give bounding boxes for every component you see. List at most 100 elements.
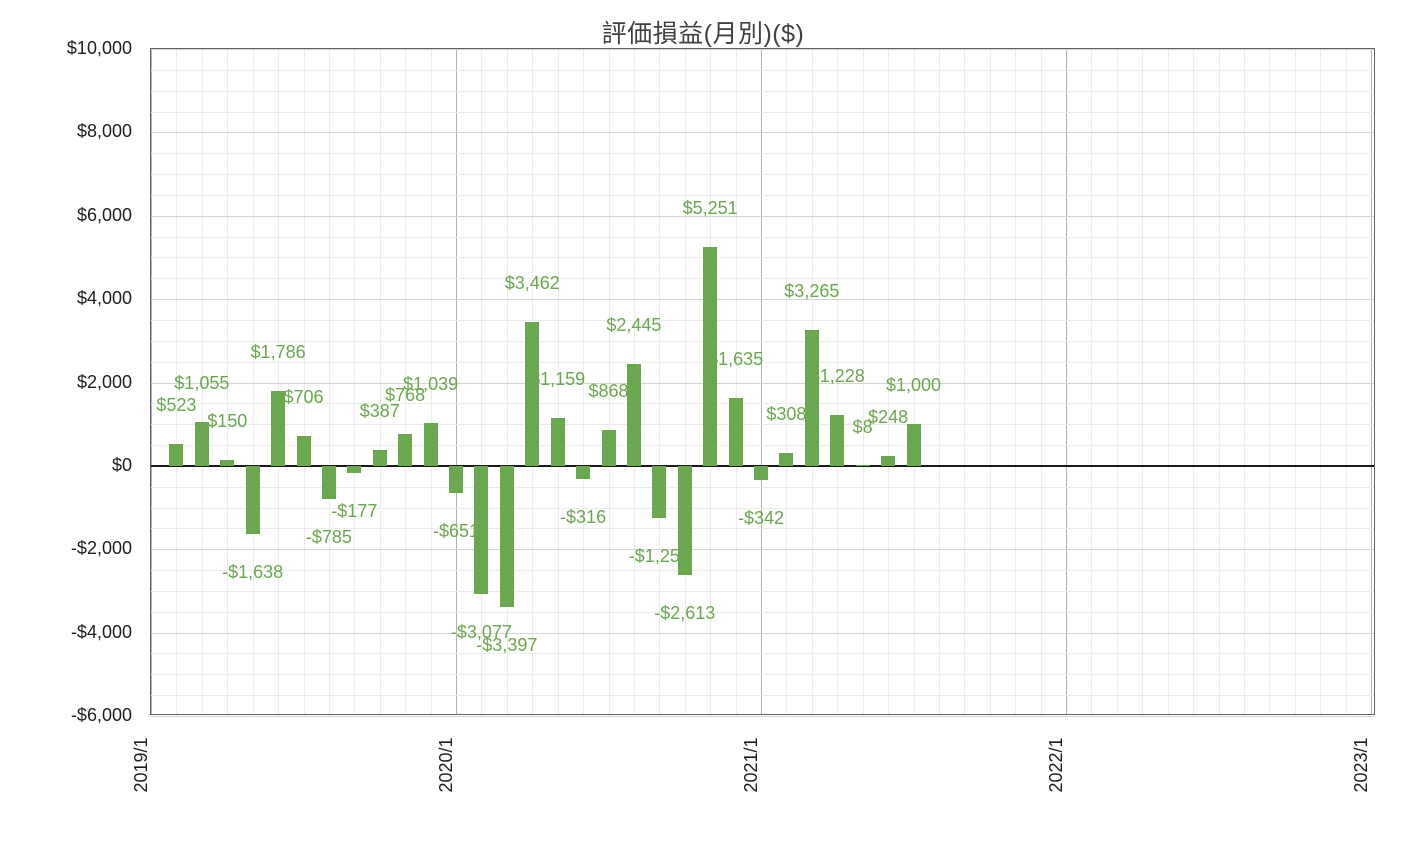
bar <box>449 465 463 493</box>
y-tick-label: $6,000 <box>76 204 132 225</box>
bar <box>576 465 591 480</box>
bar-value-label: $3,462 <box>504 272 560 293</box>
gridline-vertical <box>176 49 178 714</box>
gridline-vertical <box>430 49 432 714</box>
gridline-vertical <box>583 49 585 714</box>
bar <box>169 444 184 466</box>
x-tick-label: 2021/1 <box>741 737 761 793</box>
bar-value-label: $1,635 <box>708 348 764 369</box>
bar <box>423 422 438 466</box>
gridline-horizontal <box>151 632 1374 634</box>
gridline-vertical <box>659 49 661 714</box>
bar-value-label: $2,445 <box>606 314 662 335</box>
bar-value-label: -$177 <box>331 501 378 522</box>
bar-value-label: -$342 <box>737 508 785 529</box>
gridline-horizontal <box>151 174 1374 176</box>
bar <box>271 391 286 466</box>
gridline-vertical <box>786 49 788 714</box>
gridline-vertical <box>278 49 280 714</box>
gridline-vertical <box>1269 49 1271 714</box>
bar-value-label: -$3,397 <box>476 635 538 656</box>
gridline-horizontal <box>151 590 1374 592</box>
bar <box>779 453 794 466</box>
gridline-horizontal <box>151 69 1374 71</box>
bar <box>499 465 514 608</box>
gridline-vertical <box>506 49 508 714</box>
gridline-horizontal <box>151 403 1374 405</box>
gridline-vertical <box>1040 49 1042 714</box>
gridline-vertical <box>201 49 203 714</box>
gridline-vertical <box>456 49 457 714</box>
bar-value-label: $1,000 <box>885 375 942 396</box>
bar <box>881 455 896 466</box>
gridline-horizontal <box>151 445 1374 447</box>
chart-title: 評価損益(月別)($) <box>601 20 805 48</box>
x-tick-label: 2023/1 <box>1351 737 1371 793</box>
gridline-vertical <box>1294 49 1296 714</box>
gridline-vertical <box>1218 49 1220 714</box>
gridline-vertical <box>227 49 229 714</box>
y-tick-label: $2,000 <box>76 371 132 392</box>
bar <box>728 397 743 466</box>
bar <box>525 321 540 466</box>
gridline-vertical <box>837 49 839 714</box>
gridline-horizontal <box>151 194 1374 196</box>
gridline-horizontal <box>151 611 1374 613</box>
bar <box>906 424 921 466</box>
bar-value-label: $387 <box>359 400 400 421</box>
gridline-horizontal <box>151 340 1374 342</box>
y-tick-label: $0 <box>111 454 132 475</box>
gridline-horizontal <box>151 257 1374 259</box>
bar <box>601 429 616 466</box>
bar <box>194 421 209 466</box>
y-tick-label: -$4,000 <box>70 621 132 642</box>
bar-value-label: $1,159 <box>530 368 586 389</box>
gridline-vertical <box>1193 49 1195 714</box>
bar-value-label: $706 <box>283 387 324 408</box>
gridline-vertical <box>151 49 152 714</box>
gridline-vertical <box>1091 49 1093 714</box>
bar <box>626 363 641 466</box>
gridline-vertical <box>1320 49 1322 714</box>
bar <box>296 436 311 466</box>
gridline-vertical <box>557 49 559 714</box>
gridline-vertical <box>1116 49 1118 714</box>
gridline-horizontal <box>151 90 1374 92</box>
gridline-horizontal <box>151 299 1374 301</box>
bar-value-label: $248 <box>868 406 909 427</box>
bar <box>677 465 692 575</box>
gridline-horizontal <box>151 549 1374 551</box>
gridline-vertical <box>252 49 254 714</box>
gridline-vertical <box>989 49 991 714</box>
gridline-vertical <box>354 49 356 714</box>
bar <box>550 417 565 466</box>
bar <box>321 465 336 499</box>
bar <box>372 449 387 466</box>
bar-value-label: $1,228 <box>809 365 865 386</box>
bar <box>652 465 667 519</box>
gridline-vertical <box>735 49 737 714</box>
bar <box>804 329 819 466</box>
gridline-horizontal <box>151 486 1374 488</box>
bar-value-label: $8 <box>852 416 873 437</box>
gridline-horizontal <box>151 236 1374 238</box>
bar <box>398 433 413 466</box>
bar-value-label: $768 <box>385 384 426 405</box>
gridline-vertical <box>303 49 305 714</box>
gridline-vertical <box>684 49 686 714</box>
bar-value-label: -$1,258 <box>628 546 690 567</box>
gridline-horizontal <box>151 528 1374 530</box>
bar-value-label: $523 <box>156 395 197 416</box>
gridline-vertical <box>1015 49 1017 714</box>
gridline-horizontal <box>151 570 1374 572</box>
gridline-horizontal <box>151 111 1374 113</box>
gridline-horizontal <box>151 424 1374 426</box>
gridline-vertical <box>328 49 330 714</box>
bar <box>474 465 489 595</box>
gridline-vertical <box>862 49 864 714</box>
gridline-vertical <box>1345 49 1347 714</box>
gridline-horizontal <box>151 361 1374 363</box>
bar <box>347 465 362 474</box>
gridline-horizontal <box>151 278 1374 280</box>
gridline-vertical <box>1167 49 1169 714</box>
